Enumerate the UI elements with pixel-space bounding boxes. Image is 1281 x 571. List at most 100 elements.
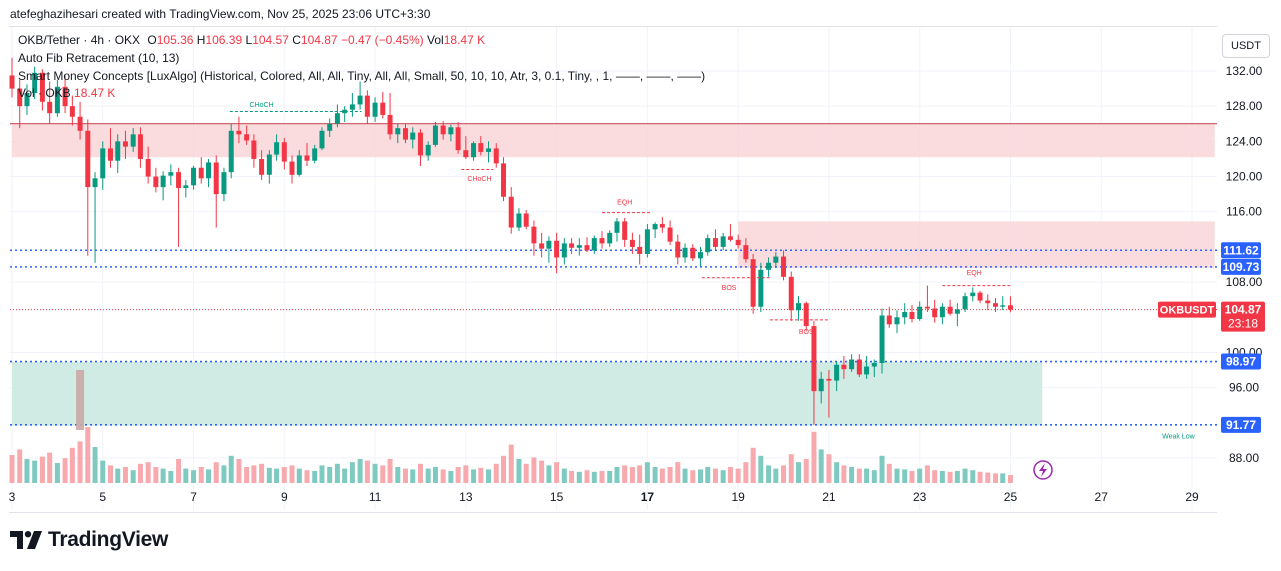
volume-bar bbox=[1007, 475, 1013, 483]
candle-body bbox=[334, 113, 340, 124]
volume-bar bbox=[712, 468, 718, 483]
volume-bar bbox=[425, 468, 431, 483]
candle-body bbox=[705, 238, 711, 253]
supply-zone bbox=[738, 221, 1215, 269]
symbol-tag-label: OKBUSDT bbox=[1160, 305, 1215, 317]
candle-body bbox=[9, 75, 15, 89]
candle-body bbox=[826, 378, 832, 381]
indicator-smc[interactable]: Smart Money Concepts [LuxAlgo] (Historic… bbox=[18, 69, 706, 83]
volume-bar bbox=[690, 470, 696, 483]
volume-bar bbox=[811, 431, 817, 483]
volume-legend[interactable]: Vol · OKB 18.47 K bbox=[18, 86, 115, 100]
candle-body bbox=[168, 172, 174, 176]
volume-bar bbox=[954, 471, 960, 483]
candle-body bbox=[176, 172, 182, 188]
candle-body bbox=[440, 125, 446, 135]
volume-bar bbox=[735, 468, 741, 483]
last-price-tag bbox=[1221, 301, 1265, 332]
volume-bar bbox=[493, 463, 499, 483]
candle-body bbox=[947, 306, 953, 314]
candle-body bbox=[304, 155, 310, 161]
candle-body bbox=[591, 238, 597, 251]
volume-bar bbox=[259, 463, 265, 483]
volume-bar bbox=[9, 455, 15, 483]
candle-body bbox=[834, 364, 840, 381]
volume-bar bbox=[992, 473, 998, 483]
volume-bar bbox=[599, 471, 605, 483]
candle-body bbox=[145, 158, 151, 177]
structure-label: CHoCH bbox=[467, 176, 491, 183]
candle-body bbox=[788, 276, 794, 311]
y-tick-label: 96.00 bbox=[1229, 381, 1259, 395]
tradingview-logo[interactable]: TradingView bbox=[10, 528, 168, 552]
candle-body bbox=[244, 134, 250, 141]
candle-body bbox=[637, 246, 643, 254]
volume-bar bbox=[637, 465, 643, 483]
symbol-legend[interactable]: OKB/Tether · 4h · OKX O105.36 H106.39 L1… bbox=[18, 33, 485, 47]
volume-bar bbox=[244, 467, 250, 483]
volume-bar bbox=[796, 462, 802, 483]
volume-bar bbox=[659, 468, 665, 483]
indicator-fib[interactable]: Auto Fib Retracement (10, 13) bbox=[18, 51, 180, 65]
volume-bar bbox=[697, 469, 703, 483]
volume-bar bbox=[47, 452, 53, 483]
volume-bar bbox=[834, 462, 840, 483]
candle-body bbox=[773, 256, 779, 263]
y-tick-label: 124.00 bbox=[1226, 134, 1263, 148]
candle-body bbox=[289, 161, 295, 175]
demand-zone bbox=[12, 362, 1043, 426]
candle-body bbox=[675, 241, 681, 258]
volume-bar bbox=[486, 469, 492, 483]
candle-body bbox=[690, 247, 696, 259]
volume-bar bbox=[395, 467, 401, 483]
candle-body bbox=[727, 236, 733, 240]
candle-body bbox=[372, 102, 378, 117]
volume-bar bbox=[773, 468, 779, 483]
candle-body bbox=[939, 306, 945, 318]
volume-bar bbox=[145, 462, 151, 483]
volume-bar bbox=[206, 469, 212, 483]
vol-value: 18.47 K bbox=[443, 33, 486, 47]
candle-body bbox=[1000, 305, 1006, 307]
chart-frame[interactable] bbox=[9, 26, 1217, 513]
candle-body bbox=[909, 311, 915, 320]
volume-bar bbox=[130, 470, 136, 483]
symbol-name[interactable]: OKB/Tether · 4h · OKX bbox=[18, 33, 141, 47]
candle-body bbox=[856, 359, 862, 375]
candle-body bbox=[743, 245, 749, 260]
volume-bar bbox=[122, 467, 128, 483]
candle-body bbox=[296, 155, 302, 175]
candle-body bbox=[516, 213, 522, 228]
volume-bar bbox=[342, 468, 348, 483]
volume-bar bbox=[349, 462, 355, 483]
volume-bar bbox=[417, 463, 423, 483]
candle-body bbox=[417, 132, 423, 156]
fib-price-label: 91.77 bbox=[1226, 418, 1256, 432]
volume-bar bbox=[77, 441, 83, 483]
volume-bar bbox=[402, 468, 408, 483]
high-value: 106.39 bbox=[205, 33, 243, 47]
candle-body bbox=[357, 95, 363, 105]
candle-body bbox=[206, 162, 212, 179]
currency-button[interactable]: USDT bbox=[1222, 34, 1270, 58]
candle-body bbox=[425, 144, 431, 156]
y-tick-label: 88.00 bbox=[1229, 451, 1259, 465]
volume-bar bbox=[387, 459, 393, 483]
candle-body bbox=[849, 359, 855, 370]
symbol-tag bbox=[1158, 301, 1216, 318]
candle-body bbox=[39, 72, 45, 102]
candle-body bbox=[894, 317, 900, 325]
volume-bar bbox=[432, 467, 438, 483]
volume-bar bbox=[39, 456, 45, 483]
volume-spike-highlight bbox=[76, 370, 85, 430]
candle-body bbox=[970, 292, 976, 297]
x-tick-label: 3 bbox=[9, 490, 16, 504]
volume-bar bbox=[629, 467, 635, 483]
y-tick-label: 128.00 bbox=[1226, 99, 1263, 113]
candle-body bbox=[153, 176, 159, 188]
candle-body bbox=[554, 240, 560, 258]
candle-body bbox=[77, 116, 83, 131]
brand-name: TradingView bbox=[48, 528, 169, 551]
candle-body bbox=[198, 167, 204, 179]
